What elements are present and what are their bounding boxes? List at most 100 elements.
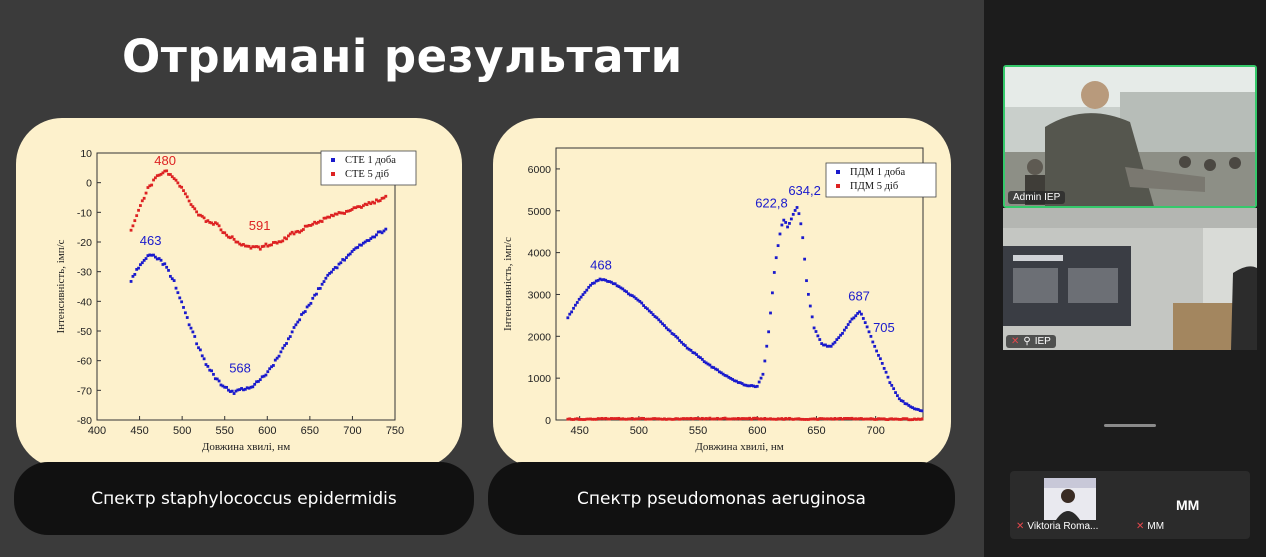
data-point (198, 213, 202, 217)
data-point (666, 328, 670, 332)
video-feed-classroom (1005, 67, 1255, 206)
data-point (678, 417, 681, 421)
data-point (706, 362, 710, 366)
data-point (702, 417, 706, 421)
video-tile-iep[interactable]: ✕ ⚲ IEP (1003, 208, 1257, 350)
data-point (914, 407, 918, 411)
participant-label-iep: ✕ ⚲ IEP (1006, 335, 1056, 348)
legend-marker (836, 184, 840, 188)
data-point (316, 220, 320, 224)
data-point (716, 416, 719, 420)
data-point (799, 417, 803, 421)
data-point (182, 189, 185, 192)
data-point (363, 240, 367, 244)
data-point (172, 177, 176, 181)
data-point (249, 246, 253, 250)
data-point (807, 418, 810, 421)
data-point (140, 261, 144, 265)
data-point (860, 417, 863, 420)
data-point (217, 379, 221, 383)
data-point (189, 203, 193, 206)
data-point (801, 236, 805, 240)
peak-label: 622,8 (755, 195, 788, 210)
data-point (651, 313, 655, 316)
data-point (822, 343, 825, 347)
data-point (195, 342, 199, 346)
data-point (812, 417, 816, 421)
data-point (587, 417, 591, 421)
peak-label: 568 (229, 361, 251, 376)
plot-frame (96, 152, 396, 421)
data-point (704, 417, 708, 420)
data-point (585, 417, 589, 421)
data-point (820, 417, 824, 421)
data-point (854, 314, 858, 318)
data-point (356, 205, 360, 209)
data-point (829, 417, 833, 421)
data-point (699, 356, 702, 360)
data-point (592, 417, 596, 421)
video-tile-admin[interactable]: Admin IEP (1003, 65, 1257, 208)
data-point (245, 386, 249, 390)
data-point (150, 183, 154, 187)
data-point (752, 416, 755, 420)
data-point (630, 417, 634, 420)
data-point (839, 333, 843, 337)
data-point (736, 417, 740, 420)
data-point (644, 417, 647, 421)
data-point (328, 215, 332, 219)
data-point (277, 240, 281, 244)
data-point (903, 402, 907, 405)
data-point (575, 417, 579, 421)
data-point (681, 417, 685, 420)
data-point (897, 417, 901, 421)
data-point (867, 330, 871, 334)
data-point (159, 258, 163, 262)
data-point (154, 176, 157, 180)
data-point (154, 255, 157, 259)
avatar-initials-mm[interactable]: MM (1176, 497, 1200, 513)
data-point (264, 373, 268, 377)
data-point (825, 344, 829, 348)
data-point (262, 244, 266, 248)
pin-icon[interactable]: ⚲ (1023, 336, 1031, 347)
data-point (664, 326, 668, 330)
panel-resize-handle[interactable] (1104, 424, 1156, 427)
data-point (570, 418, 574, 421)
legend-box (825, 162, 937, 198)
data-point (702, 360, 706, 364)
data-point (144, 191, 148, 195)
data-point (645, 307, 649, 311)
data-point (352, 206, 356, 210)
data-point (613, 282, 617, 286)
data-point (877, 353, 880, 357)
data-point (180, 300, 184, 304)
data-point (318, 286, 322, 290)
data-point (376, 199, 380, 203)
x-tick-label: 650 (301, 425, 319, 437)
data-point (273, 358, 277, 362)
data-point (651, 417, 655, 421)
data-point (873, 344, 877, 348)
data-point (298, 318, 302, 322)
data-point (178, 296, 182, 300)
data-point (827, 344, 831, 348)
data-point (894, 391, 897, 394)
data-point (275, 241, 279, 245)
data-point (746, 384, 750, 388)
data-point (697, 355, 700, 359)
data-point (270, 243, 273, 247)
data-point (812, 326, 816, 330)
data-point (894, 417, 897, 421)
data-point (185, 316, 189, 319)
data-point (710, 365, 714, 369)
data-point (890, 417, 894, 421)
data-point (208, 221, 212, 224)
data-point (178, 184, 182, 188)
data-point (375, 198, 378, 202)
x-axis-label: Довжина хвилі, нм (695, 441, 783, 453)
avatar-viktoria[interactable] (1044, 478, 1096, 520)
data-point (315, 221, 318, 225)
data-point (610, 280, 613, 284)
data-point (882, 417, 886, 421)
